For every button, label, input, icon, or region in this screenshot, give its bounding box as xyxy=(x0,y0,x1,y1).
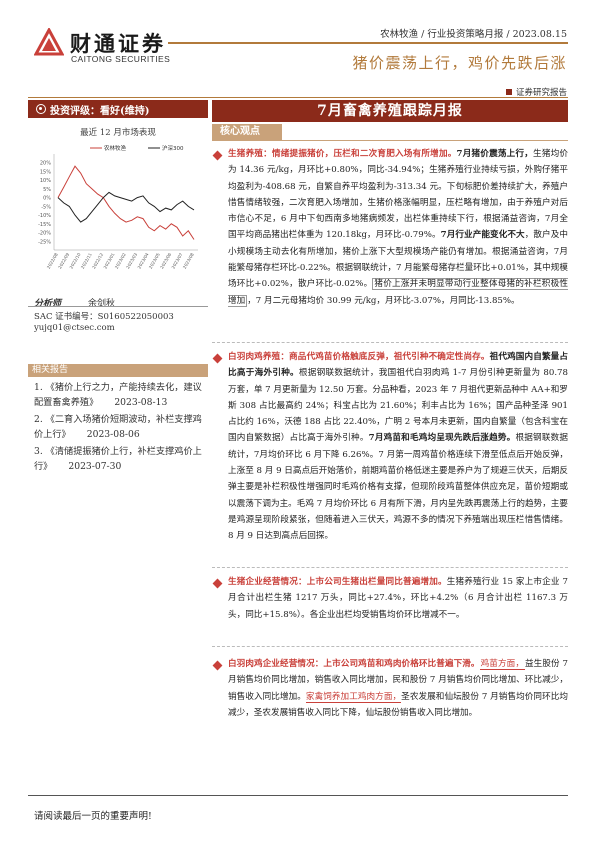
analyst-label: 分析师 xyxy=(34,299,62,309)
rating-label: 投资评级：看好(维持) xyxy=(50,105,150,117)
report-title: 7月畜禽养殖跟踪月报 xyxy=(212,100,568,122)
bullet-icon xyxy=(212,353,223,364)
y-tick-label: 15% xyxy=(40,169,51,175)
core-views-rule xyxy=(212,140,568,141)
related-report-item[interactable]: 3. 《清储提振猪价上行，补栏支撑鸡价上行》 2023-07-30 xyxy=(34,446,202,472)
core-views-label: 核心观点 xyxy=(212,124,282,140)
section-separator xyxy=(212,342,568,343)
paragraph-broiler-farming: 白羽肉鸡养殖：商品代鸡苗价格触底反弹，祖代引种不确定性尚存。祖代鸡国内自繁量占比… xyxy=(228,352,568,542)
analyst-name: 余剑秋 xyxy=(88,299,116,309)
section-separator xyxy=(212,646,568,647)
bullet-icon xyxy=(212,150,223,161)
bullet-icon xyxy=(212,578,223,589)
y-tick-label: -25% xyxy=(38,239,51,245)
report-tag: 证券研究报告 xyxy=(505,86,567,98)
y-tick-label: -20% xyxy=(38,231,51,237)
analyst-divider xyxy=(28,306,208,307)
y-tick-label: -15% xyxy=(38,222,51,228)
company-name-en: CAITONG SECURITIES xyxy=(71,54,171,64)
x-tick-label: 2023/08 xyxy=(182,252,195,270)
section-separator xyxy=(212,567,568,568)
divider xyxy=(28,97,568,98)
series-line xyxy=(57,191,195,223)
report-meta: 农林牧渔 / 行业投资策略月报 / 2023.08.15 xyxy=(380,29,567,40)
y-tick-label: 10% xyxy=(40,178,51,184)
y-tick-label: -10% xyxy=(38,213,51,219)
tag-square-icon xyxy=(505,89,512,95)
related-reports-header: 相关报告 xyxy=(28,364,208,377)
footer-rule xyxy=(28,795,568,796)
legend-label: 农林牧渔 xyxy=(104,144,127,152)
header-rule xyxy=(168,42,568,44)
chart-caption: 最近 12 月市场表现 xyxy=(80,128,156,138)
paragraph-hog-companies: 生猪企业经营情况：上市公司生猪出栏量同比普遍增加。生猪养殖行业 15 家上市企业… xyxy=(228,577,568,620)
target-icon xyxy=(36,104,46,114)
y-tick-label: 20% xyxy=(40,161,51,167)
related-report-item[interactable]: 2. 《二育入场猪价短期波动，补栏支撑鸡价上行》 2023-08-06 xyxy=(34,414,202,440)
series-line xyxy=(57,165,195,240)
company-name-cn: 财通证券 xyxy=(70,32,166,56)
legend-label: 沪深300 xyxy=(162,144,184,152)
disclaimer-note: 请阅读最后一页的重要声明! xyxy=(34,811,152,822)
company-logo xyxy=(34,28,64,56)
market-performance-chart: 农林牧渔 沪深300 20% 15% 10% 5% 0% -5% -10% -15% -20% -2… xyxy=(38,144,198,270)
y-tick-label: 5% xyxy=(43,187,51,193)
sac-number: SAC 证书编号：S0160522050003 xyxy=(34,312,174,322)
analyst-email: yujq01@ctsec.com xyxy=(34,323,115,333)
paragraph-hog-farming: 生猪养殖：情绪提振猪价，压栏和二次育肥入场有所增加。7月猪价震荡上行，生猪均价为… xyxy=(228,149,568,307)
related-report-item[interactable]: 1. 《猪价上行之力，产能持续去化，建议配置畜禽养殖》 2023-08-13 xyxy=(34,382,202,408)
paragraph-broiler-companies: 白羽肉鸡企业经营情况：上市公司鸡苗和鸡肉价格环比普遍下滑。鸡苗方面，益生股份 7… xyxy=(228,659,568,718)
report-subtitle: 猪价震荡上行，鸡价先跌后涨 xyxy=(352,54,567,72)
y-tick-label: 0% xyxy=(43,196,51,202)
rating-bar: 投资评级：看好(维持) xyxy=(28,100,208,118)
bullet-icon xyxy=(212,660,223,671)
y-tick-label: -5% xyxy=(41,204,51,210)
